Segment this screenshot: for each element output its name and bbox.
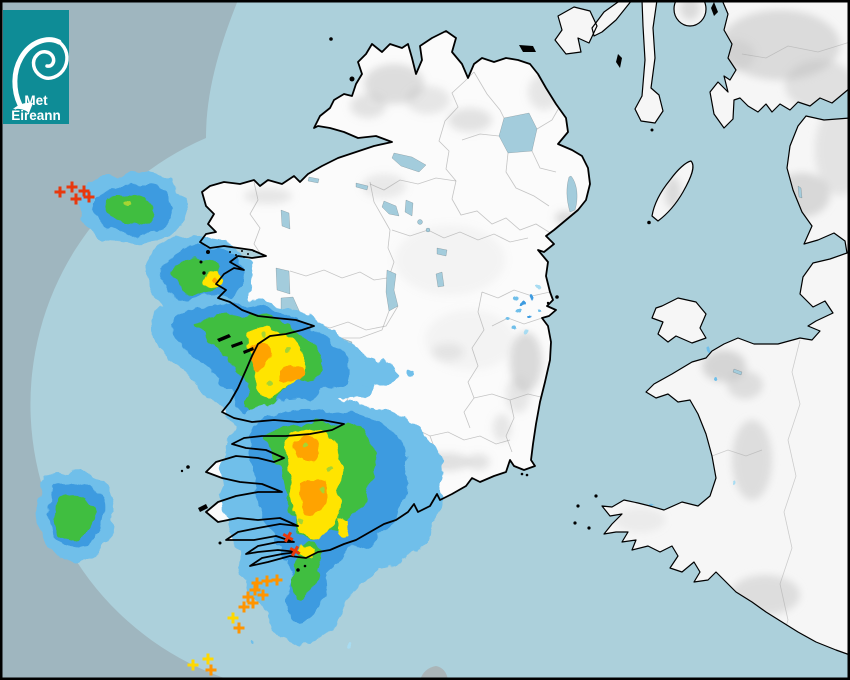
lightning-strike-icon (78, 185, 90, 197)
lightning-strike-icon (242, 591, 254, 603)
lightning-strike-icon (233, 622, 245, 634)
lightning-strike-icon (227, 612, 239, 624)
lightning-strike-icon (187, 659, 199, 671)
logo-text-line1: Met (24, 93, 48, 108)
lightning-strike-icon (83, 191, 95, 203)
lightning-strike-icon (238, 601, 250, 613)
lightning-strike-icon (251, 577, 263, 589)
met-eireann-logo: Met Éireann (3, 10, 69, 124)
terrain-shading-ireland (232, 64, 577, 516)
logo-text-line2: Éireann (11, 108, 61, 123)
lightning-strike-icon (257, 589, 269, 601)
lightning-strike-icon (54, 186, 66, 198)
lightning-layer (54, 181, 301, 676)
terrain-shading-britain (615, 0, 850, 615)
lightning-strike-icon (205, 664, 217, 676)
map-artifact (420, 666, 448, 680)
cyclone-spiral-icon (12, 37, 69, 113)
lightning-strike-icon (247, 597, 259, 609)
lightning-strike-icon (282, 531, 294, 543)
lightning-strike-icon (271, 574, 283, 586)
lightning-strike-icon (261, 575, 273, 587)
lightning-strike-icon (70, 193, 82, 205)
small-islands (180, 2, 718, 572)
lightning-strike-icon (66, 181, 78, 193)
lightning-strike-icon (289, 545, 301, 557)
britain-boundaries (711, 41, 850, 653)
lightning-strike-icon (249, 584, 261, 596)
logo-background (3, 10, 69, 124)
lightning-strike-icon (202, 653, 214, 665)
precipitation-layer (37, 173, 738, 647)
